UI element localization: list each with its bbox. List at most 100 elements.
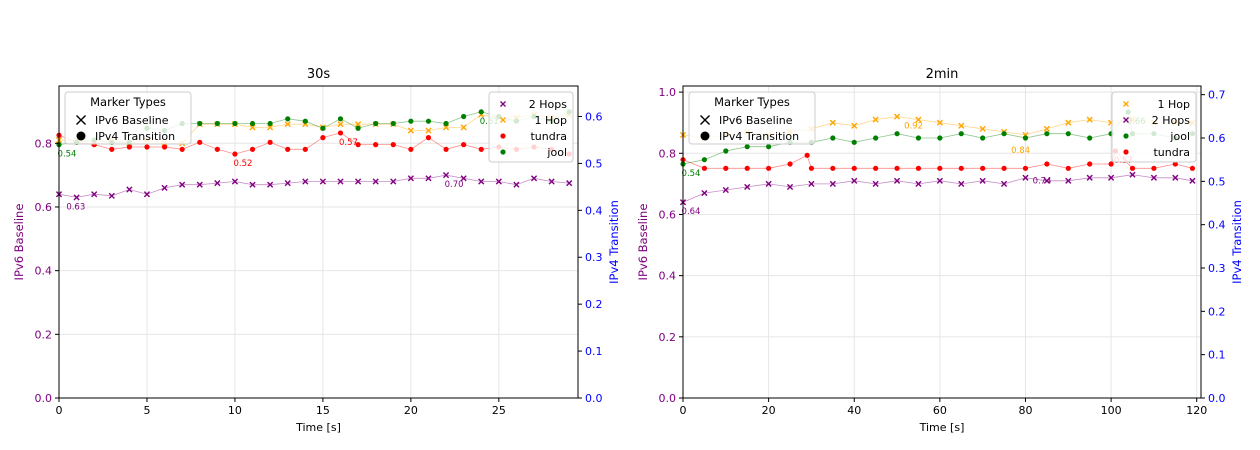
data-point <box>980 135 986 141</box>
data-point-x <box>701 189 708 197</box>
data-point-x <box>530 175 538 182</box>
data-point-x <box>284 180 291 187</box>
legend-dot-marker <box>76 131 86 141</box>
data-point <box>302 118 308 124</box>
data-point <box>249 120 256 127</box>
plot-frame <box>58 85 579 399</box>
annotation-label: 0.54 <box>682 169 701 179</box>
y-right-tick-label: 0.5 <box>585 157 603 170</box>
data-point <box>425 118 432 124</box>
y-right-tick-label: 0.6 <box>1208 132 1226 145</box>
data-point <box>408 146 414 152</box>
data-point <box>373 120 379 127</box>
data-point <box>1189 165 1196 171</box>
data-point <box>937 165 943 171</box>
y-right-tick-label: 0.6 <box>585 110 603 123</box>
data-point-x <box>893 177 901 184</box>
y-right-tick-label: 0.7 <box>1208 89 1226 102</box>
data-point-x <box>915 180 922 187</box>
series-2-hops <box>679 171 1196 206</box>
data-point-x <box>460 175 467 182</box>
series-2-hops <box>55 172 573 201</box>
data-point <box>808 165 815 171</box>
data-point <box>232 120 238 127</box>
series-legend-box <box>1111 91 1197 163</box>
data-point-x <box>249 124 256 131</box>
data-point-x <box>196 181 203 188</box>
data-point-x <box>1108 174 1115 181</box>
data-point-x <box>249 181 256 188</box>
data-point-x <box>495 178 502 185</box>
annotation-label: 0.74 <box>1033 177 1052 187</box>
data-point-x <box>958 122 965 129</box>
data-point <box>851 165 857 171</box>
data-point-x <box>829 119 836 126</box>
data-point-x <box>872 180 879 187</box>
y-left-tick-label: 0.4 <box>35 265 53 278</box>
data-point <box>744 144 750 150</box>
legend-dot-marker <box>700 131 710 141</box>
marker-legend-title: Marker Types <box>714 95 790 109</box>
data-point <box>894 165 900 171</box>
data-point <box>267 120 273 127</box>
annotation-label: 0.84 <box>1011 146 1030 156</box>
data-point-x <box>1065 177 1072 184</box>
data-point-x <box>765 180 772 187</box>
annotation-label: 0.63 <box>66 202 85 212</box>
data-point <box>1172 161 1178 167</box>
marker-legend-box <box>688 91 816 145</box>
data-point-x <box>267 124 274 131</box>
data-point <box>1044 161 1050 167</box>
data-point-x <box>958 180 965 187</box>
data-point <box>1022 135 1029 141</box>
data-point-x <box>425 127 432 134</box>
series-legend: 1 Hop 2 Hops jool tundra <box>1111 91 1197 163</box>
data-point-x <box>179 181 186 188</box>
data-point <box>408 118 414 124</box>
data-point <box>109 146 115 152</box>
data-point-x <box>372 178 379 185</box>
x-axis-label: Time [s] <box>919 421 965 434</box>
data-point-x <box>936 119 943 126</box>
data-point <box>723 165 729 171</box>
marker-legend-label: IPv4 Transition <box>719 130 799 143</box>
y-left-tick-label: 0.6 <box>659 208 677 221</box>
legend-series-dot-marker <box>500 149 506 155</box>
data-point <box>461 113 467 120</box>
y-left-tick-label: 0.4 <box>659 270 677 283</box>
data-point-x <box>319 178 326 185</box>
data-point <box>285 116 291 122</box>
y-right-axis-label: IPv4 Transition <box>1230 200 1244 284</box>
data-point-x <box>548 178 555 185</box>
data-point <box>302 146 308 152</box>
y-right-tick-label: 0.1 <box>1208 349 1226 362</box>
series-legend-box <box>488 91 574 163</box>
data-point <box>478 109 484 115</box>
data-point <box>355 142 361 148</box>
legend-series-x-marker <box>500 101 506 107</box>
x-tick-label: 20 <box>762 404 776 417</box>
data-point <box>337 116 344 122</box>
y-left-tick-label: 0.2 <box>35 328 53 341</box>
data-point <box>958 165 964 171</box>
data-point <box>1129 165 1136 171</box>
legend-series-x-marker <box>500 117 506 123</box>
x-tick-label: 0 <box>56 404 63 417</box>
data-point-x <box>460 124 467 131</box>
data-point <box>320 135 326 141</box>
x-axis-label: Time [s] <box>295 421 341 434</box>
data-point <box>478 146 484 152</box>
data-point <box>214 120 220 127</box>
marker-legend-label: IPv4 Transition <box>95 130 175 143</box>
annotation-label: 0.70 <box>445 180 464 190</box>
x-tick-label: 100 <box>1101 404 1122 417</box>
data-point <box>804 152 810 158</box>
marker-legend-box <box>64 91 192 145</box>
data-point <box>915 135 922 141</box>
x-tick-label: 80 <box>1018 404 1032 417</box>
y-left-tick-label: 0.0 <box>35 392 53 405</box>
data-point <box>1001 165 1007 171</box>
data-point <box>355 125 361 131</box>
data-point-x <box>267 181 274 188</box>
data-point <box>320 125 326 131</box>
